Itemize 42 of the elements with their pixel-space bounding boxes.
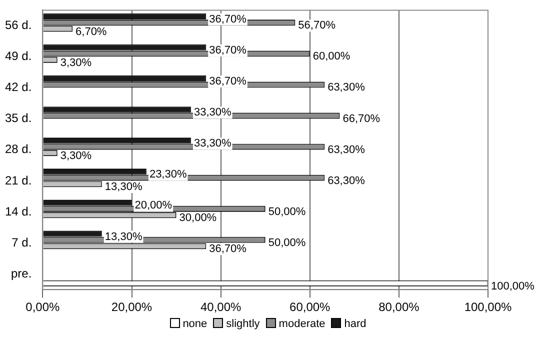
data-label: 63,30% [328, 144, 366, 156]
data-label: 100,00% [491, 280, 535, 292]
data-label: 13,30% [104, 181, 142, 194]
x-tick-label: 60,00% [290, 300, 331, 314]
data-label: 50,00% [268, 206, 306, 218]
legend-label: slightly [226, 318, 260, 330]
data-label: 36,70% [209, 44, 247, 56]
data-label: 36,70% [209, 243, 247, 256]
data-label: 20,00% [134, 200, 172, 212]
data-label: 33,30% [194, 138, 232, 150]
y-tick-label: 21 d. [4, 173, 32, 188]
y-tick-label: 42 d. [4, 80, 32, 94]
y-tick-label: 28 d. [4, 142, 32, 156]
text: none [182, 318, 208, 330]
data-label: 3,30% [60, 150, 92, 162]
y-tick-label: 7 d. [12, 235, 32, 250]
data-label: 3,30% [60, 56, 92, 69]
y-tick-label: 49 d. [4, 49, 32, 64]
data-label: 36,70% [209, 76, 247, 88]
x-tick-label: 0,00% [26, 300, 60, 314]
data-label: 23,30% [149, 168, 187, 181]
x-tick-label: 100,00% [464, 300, 512, 314]
data-label: 6,70% [76, 26, 107, 38]
x-tick-label: 20,00% [111, 300, 152, 314]
data-label: 66,70% [342, 112, 380, 125]
data-label: 63,30% [328, 82, 366, 94]
y-tick-label: 14 d. [4, 204, 32, 218]
legend-label: hard [344, 318, 366, 330]
data-label: 30,00% [179, 212, 217, 224]
x-tick-label: 80,00% [378, 300, 420, 314]
y-tick-label: 35 d. [4, 111, 32, 126]
data-label: 33,30% [194, 106, 232, 119]
data-label: 56,70% [298, 20, 336, 32]
x-tick-label: 40,00% [200, 300, 242, 314]
data-label: 36,70% [209, 13, 247, 26]
data-label: 63,30% [328, 174, 366, 187]
y-tick-label: pre. [11, 266, 32, 280]
legend-label: moderate [278, 318, 326, 330]
data-label: 50,00% [268, 236, 306, 249]
data-label: 60,00% [312, 50, 350, 63]
y-tick-label: 56 d. [4, 18, 32, 32]
data-label: 13,30% [104, 230, 142, 243]
